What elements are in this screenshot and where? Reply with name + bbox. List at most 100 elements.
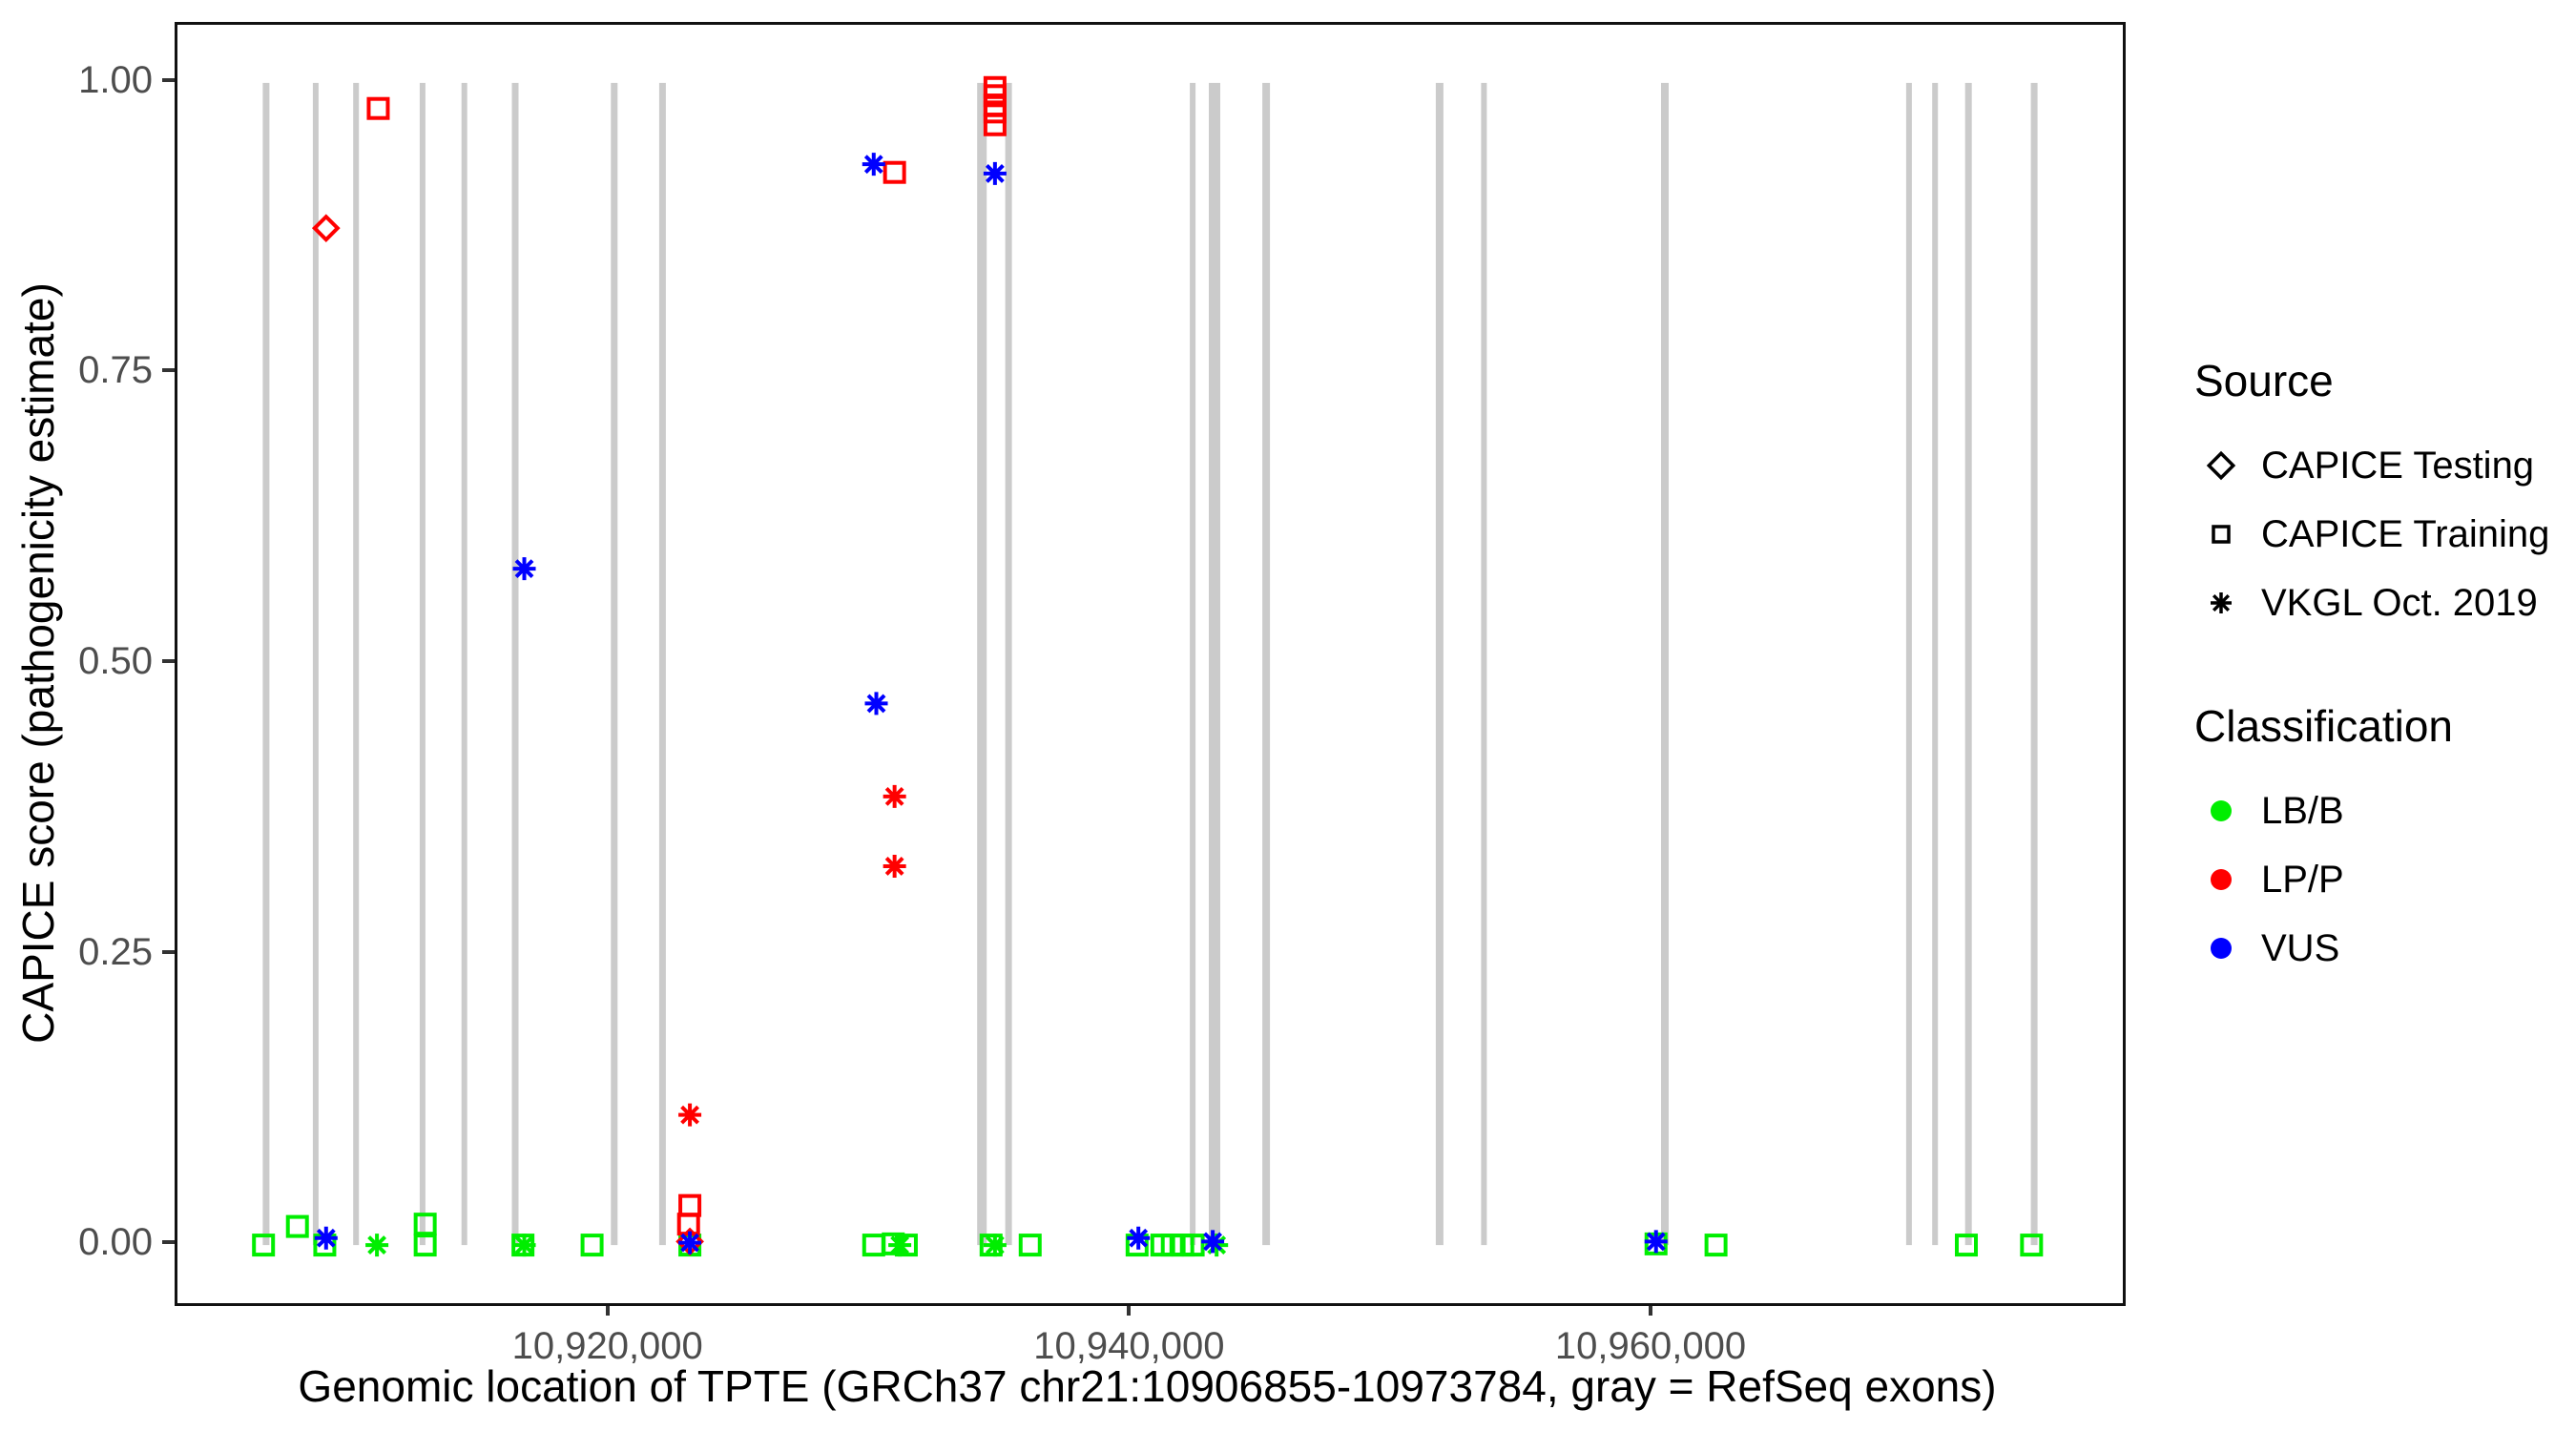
refseq-exon-bar (1005, 82, 1012, 1246)
marker-square (883, 160, 906, 184)
y-tick-mark (162, 1240, 175, 1245)
legend-item-label: VUS (2261, 926, 2340, 969)
legend-item-vus: VUS (2194, 914, 2566, 983)
y-tick-mark (162, 368, 175, 373)
marker-asterisk (314, 1226, 338, 1250)
legend-key (2194, 922, 2248, 975)
x-tick-mark (1127, 1303, 1132, 1316)
x-tick-mark (1649, 1303, 1653, 1316)
marker-asterisk (1127, 1226, 1151, 1250)
refseq-exon-bar (1262, 82, 1271, 1246)
legend-gap (2194, 637, 2566, 700)
refseq-exon-bar (611, 82, 618, 1246)
marker-asterisk (678, 1231, 702, 1255)
marker-square (285, 1214, 309, 1238)
legend-key (2194, 508, 2248, 561)
marker-square (413, 1234, 437, 1257)
legend-source-title: Source (2194, 356, 2334, 405)
x-tick-label: 10,940,000 (1033, 1325, 1225, 1367)
x-tick-label: 10,920,000 (511, 1325, 703, 1367)
legend-key-square-icon (2212, 525, 2231, 544)
marker-square (678, 1193, 702, 1217)
legend-item-vkgl-oct-2019: VKGL Oct. 2019 (2194, 569, 2566, 637)
legend-item-label: LB/B (2261, 789, 2344, 832)
marker-asterisk (365, 1234, 389, 1257)
marker-asterisk (888, 1234, 912, 1257)
legend-key (2194, 784, 2248, 838)
legend-item-capice-training: CAPICE Training (2194, 500, 2566, 569)
legend-key-dot-icon (2211, 869, 2232, 890)
refseq-exon-bar (262, 82, 270, 1246)
refseq-exon-bar (1932, 82, 1939, 1246)
refseq-exon-bar (1661, 82, 1669, 1246)
marker-asterisk (883, 784, 906, 808)
refseq-exon-bar (2030, 82, 2038, 1246)
legend-key-asterisk-icon (2211, 592, 2232, 613)
legend-classification-items: LB/B LP/P VUS (2194, 777, 2566, 983)
y-tick-label: 0.25 (78, 930, 153, 973)
y-tick-mark (162, 949, 175, 954)
marker-square (1955, 1234, 1979, 1257)
legend-item-lp-p: LP/P (2194, 845, 2566, 914)
legend-key-dot-icon (2211, 800, 2232, 821)
legend-item-label: LP/P (2261, 858, 2344, 901)
legend-item-label: CAPICE Testing (2261, 444, 2535, 487)
x-tick-mark (605, 1303, 610, 1316)
x-tick-label: 10,960,000 (1554, 1325, 1747, 1367)
refseq-exon-bar (1190, 82, 1196, 1246)
legend-key-diamond-icon (2206, 450, 2236, 481)
refseq-exon-bar (511, 82, 519, 1246)
legend-key (2194, 853, 2248, 906)
legend-key-dot-icon (2211, 938, 2232, 959)
marker-asterisk (1644, 1230, 1668, 1254)
marker-square (1181, 1234, 1205, 1257)
y-tick-label: 0.00 (78, 1221, 153, 1264)
marker-asterisk (512, 1234, 536, 1257)
marker-diamond (311, 214, 341, 243)
y-tick-label: 0.75 (78, 349, 153, 392)
marker-square (862, 1234, 885, 1257)
y-tick-label: 1.00 (78, 58, 153, 101)
marker-asterisk (864, 692, 888, 716)
marker-asterisk (1201, 1230, 1225, 1254)
marker-square (1704, 1234, 1728, 1257)
refseq-exon-bar (1209, 82, 1220, 1246)
legend-key (2194, 439, 2248, 492)
marker-asterisk (983, 161, 1007, 185)
marker-square (894, 1234, 918, 1257)
refseq-exon-bar (419, 82, 426, 1246)
marker-square (252, 1234, 276, 1257)
legend-item-label: CAPICE Training (2261, 512, 2550, 555)
refseq-exon-bar (658, 82, 666, 1246)
legend-item-capice-testing: CAPICE Testing (2194, 431, 2566, 500)
refseq-exon-bar (977, 82, 987, 1246)
marker-asterisk (883, 854, 906, 878)
marker-square (983, 100, 1007, 124)
refseq-exon-bar (312, 82, 319, 1246)
legend-key (2194, 576, 2248, 630)
legend: Source CAPICE Testing CAPICE Training VKGL… (2194, 355, 2566, 983)
refseq-exon-bar (461, 82, 467, 1246)
y-tick-label: 0.50 (78, 640, 153, 682)
refseq-exon-bar (1905, 82, 1912, 1246)
marker-square (366, 96, 390, 120)
refseq-exon-bar (1964, 82, 1972, 1246)
legend-source-items: CAPICE Testing CAPICE Training VKGL Oct. 2… (2194, 431, 2566, 637)
legend-classification-title: Classification (2194, 701, 2453, 751)
y-tick-mark (162, 659, 175, 663)
marker-square (1018, 1234, 1042, 1257)
x-axis-title: Genomic location of TPTE (GRCh37 chr21:1… (298, 1361, 1997, 1411)
refseq-exon-bar (1435, 82, 1444, 1246)
plot-canvas (252, 75, 2044, 1257)
marker-asterisk (512, 557, 536, 581)
legend-item-label: VKGL Oct. 2019 (2261, 581, 2538, 624)
marker-asterisk (983, 1234, 1007, 1257)
refseq-exon-bar (353, 82, 360, 1246)
marker-asterisk (862, 153, 885, 176)
marker-square (983, 113, 1007, 136)
legend-item-lb-b: LB/B (2194, 777, 2566, 845)
marker-square (580, 1234, 604, 1257)
plot-panel (175, 22, 2126, 1306)
y-tick-mark (162, 77, 175, 82)
